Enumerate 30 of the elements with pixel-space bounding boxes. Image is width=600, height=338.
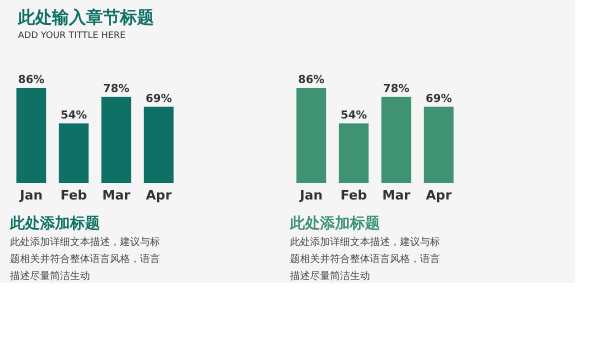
data-label: 69% bbox=[146, 92, 172, 105]
bar bbox=[58, 123, 89, 183]
x-tick-label: Apr bbox=[146, 188, 172, 204]
text: 此处添加详细文本描述，建议与标题相关并符合整体语言风格，语言描述尽量简洁生动 bbox=[290, 236, 440, 282]
bar bbox=[296, 88, 326, 183]
bar bbox=[338, 123, 369, 183]
bar bbox=[101, 96, 132, 183]
x-tick-label: Feb bbox=[60, 188, 87, 204]
x-tick-label: Apr bbox=[426, 188, 452, 204]
x-tick-label: Mar bbox=[382, 188, 411, 204]
bar bbox=[381, 96, 412, 183]
data-label: 78% bbox=[103, 82, 130, 95]
data-label: 78% bbox=[383, 82, 410, 95]
x-tick-label: Mar bbox=[102, 188, 131, 204]
text: 此处添加标题 bbox=[9, 214, 100, 232]
x-tick-label: Jan bbox=[298, 188, 323, 204]
bar bbox=[16, 88, 46, 183]
data-label: 86% bbox=[298, 73, 324, 86]
data-label: 54% bbox=[340, 108, 367, 122]
data-label: 69% bbox=[426, 92, 452, 105]
text: ADD YOUR TITTLE HERE bbox=[18, 31, 126, 41]
bar bbox=[144, 106, 174, 183]
data-label: 54% bbox=[60, 108, 87, 122]
x-tick-label: Jan bbox=[18, 188, 43, 204]
x-tick-label: Feb bbox=[340, 188, 367, 204]
text: 此处添加标题 bbox=[289, 214, 380, 232]
bar bbox=[424, 106, 454, 183]
data-label: 86% bbox=[18, 73, 44, 86]
text: 此处添加详细文本描述，建议与标题相关并符合整体语言风格，语言描述尽量简洁生动 bbox=[10, 236, 160, 282]
text: 此处输入章节标题 bbox=[17, 8, 154, 28]
